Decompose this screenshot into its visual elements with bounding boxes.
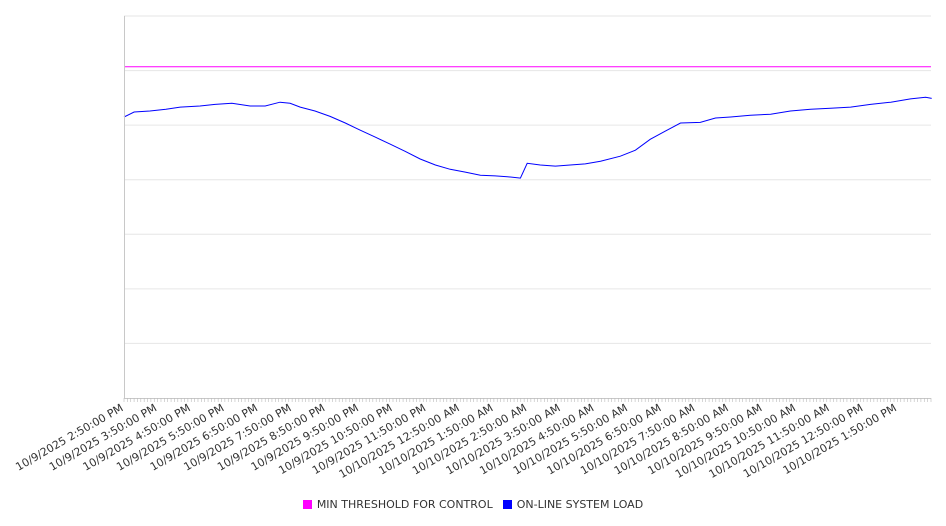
- legend: MIN THRESHOLD FOR CONTROL ON-LINE SYSTEM…: [0, 498, 946, 511]
- legend-label: ON-LINE SYSTEM LOAD: [516, 498, 644, 511]
- series-lines: [123, 66, 932, 179]
- x-axis: [123, 16, 932, 402]
- system-load-line: [123, 96, 932, 179]
- legend-item-threshold[interactable]: MIN THRESHOLD FOR CONTROL: [302, 498, 493, 511]
- legend-item-load[interactable]: ON-LINE SYSTEM LOAD: [502, 498, 644, 511]
- legend-swatch: [502, 500, 512, 509]
- gridlines: [124, 15, 931, 344]
- legend-swatch: [302, 500, 312, 509]
- legend-label: MIN THRESHOLD FOR CONTROL: [316, 498, 493, 511]
